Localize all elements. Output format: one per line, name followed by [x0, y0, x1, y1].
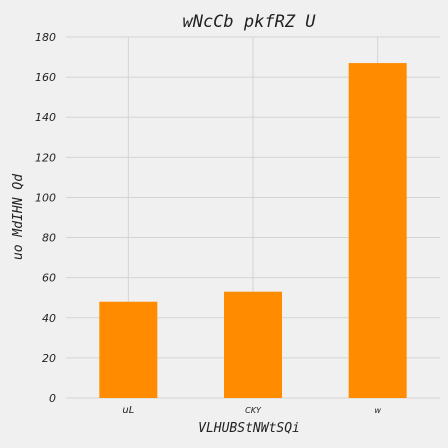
y-tick-label: 120 [35, 151, 56, 164]
y-tick-label: 60 [42, 272, 56, 285]
x-tick-label: uL [122, 405, 134, 416]
x-axis-label: VLHUBStNWtSQi [198, 421, 300, 436]
x-tick-label: CKY [245, 406, 262, 415]
y-tick-label: 180 [35, 31, 56, 44]
y-tick-label: 100 [35, 191, 56, 204]
bar-w [348, 63, 407, 398]
bars [99, 63, 407, 398]
y-tick-label: 20 [42, 352, 56, 365]
x-tick-label: w [374, 406, 381, 415]
y-tick-label: 140 [35, 111, 56, 124]
y-axis-label: uo MdIHN Qd [11, 174, 26, 260]
y-tick-labels: 0 20 40 60 80 100 120 140 160 180 [35, 31, 56, 405]
chart-title: wNcCb pkfRZ U [182, 12, 316, 32]
bar-CKY [224, 291, 282, 398]
y-tick-label: 40 [42, 312, 56, 325]
y-tick-label: 160 [35, 71, 56, 84]
y-tick-label: 80 [42, 232, 56, 245]
y-tick-label: 0 [49, 392, 56, 405]
x-tick-labels: uL CKY w [122, 405, 381, 416]
bar-uL [99, 301, 158, 398]
